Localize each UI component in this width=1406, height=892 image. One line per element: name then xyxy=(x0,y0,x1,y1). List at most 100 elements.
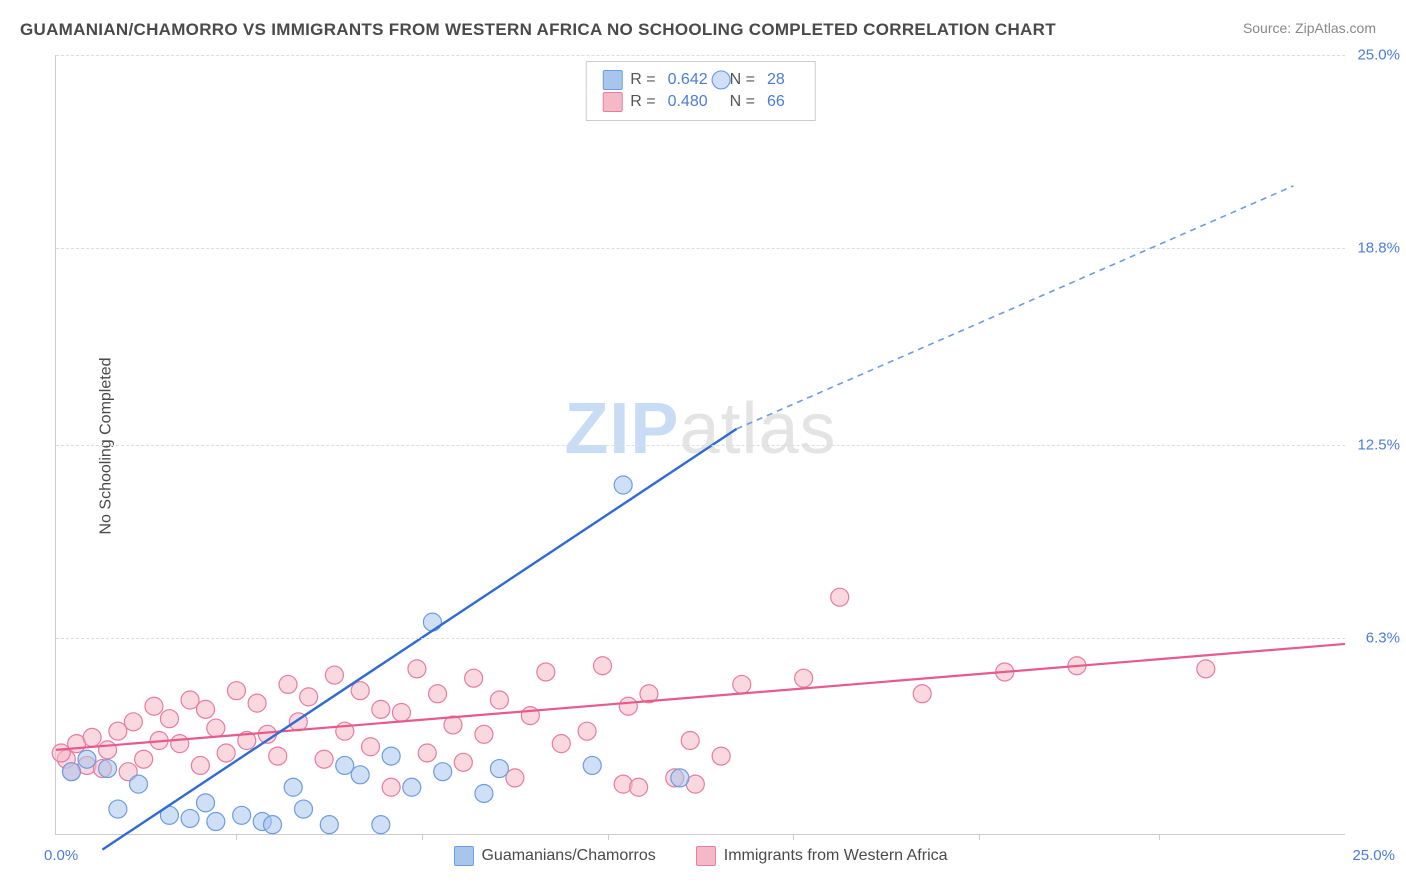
data-point xyxy=(207,719,225,737)
data-point xyxy=(362,738,380,756)
x-tick-mark xyxy=(979,834,980,840)
data-point xyxy=(630,778,648,796)
data-point xyxy=(145,697,163,715)
x-tick-mark xyxy=(236,834,237,840)
data-point xyxy=(429,685,447,703)
legend-item-b: Immigrants from Western Africa xyxy=(696,846,948,866)
data-point xyxy=(160,710,178,728)
data-point xyxy=(300,688,318,706)
data-point xyxy=(403,778,421,796)
data-point xyxy=(171,735,189,753)
data-point xyxy=(831,588,849,606)
data-point xyxy=(109,722,127,740)
data-point xyxy=(408,660,426,678)
data-point xyxy=(913,685,931,703)
trend-line xyxy=(737,186,1294,429)
data-point xyxy=(392,703,410,721)
trend-line xyxy=(56,644,1345,750)
data-point xyxy=(578,722,596,740)
data-point xyxy=(269,747,287,765)
data-point xyxy=(351,766,369,784)
data-point xyxy=(78,750,96,768)
y-tick-label: 12.5% xyxy=(1357,436,1400,453)
data-point xyxy=(109,800,127,818)
x-tick-mark xyxy=(793,834,794,840)
data-point xyxy=(712,747,730,765)
data-point xyxy=(284,778,302,796)
gridline xyxy=(56,638,1345,639)
y-tick-label: 18.8% xyxy=(1357,240,1400,257)
y-tick-label: 6.3% xyxy=(1366,629,1400,646)
data-point xyxy=(83,728,101,746)
data-point xyxy=(583,756,601,774)
data-point xyxy=(614,775,632,793)
x-tick-mark xyxy=(608,834,609,840)
plot-area: ZIPatlas R = 0.642 N = 28 R = 0.480 N = … xyxy=(55,55,1345,835)
data-point xyxy=(99,760,117,778)
data-point xyxy=(248,694,266,712)
data-point xyxy=(279,675,297,693)
data-point xyxy=(434,763,452,781)
series-legend: Guamanians/Chamorros Immigrants from Wes… xyxy=(453,846,947,866)
data-point xyxy=(594,657,612,675)
data-point xyxy=(537,663,555,681)
data-point xyxy=(336,756,354,774)
data-point xyxy=(129,775,147,793)
data-point xyxy=(372,700,390,718)
data-point xyxy=(382,778,400,796)
data-point xyxy=(614,476,632,494)
data-point xyxy=(197,700,215,718)
x-tick-mark xyxy=(422,834,423,840)
data-point xyxy=(217,744,235,762)
data-point xyxy=(135,750,153,768)
x-tick-mark xyxy=(1159,834,1160,840)
data-point xyxy=(320,816,338,834)
gridline xyxy=(56,55,1345,56)
swatch-a-bottom xyxy=(453,846,473,866)
data-point xyxy=(315,750,333,768)
data-point xyxy=(181,691,199,709)
data-point xyxy=(418,744,436,762)
data-point xyxy=(207,813,225,831)
data-point xyxy=(233,806,251,824)
data-point xyxy=(490,691,508,709)
data-point xyxy=(325,666,343,684)
data-point xyxy=(490,760,508,778)
data-point xyxy=(671,769,689,787)
data-point xyxy=(795,669,813,687)
data-point xyxy=(294,800,312,818)
data-point xyxy=(552,735,570,753)
gridline xyxy=(56,248,1345,249)
data-point xyxy=(712,71,730,89)
data-point xyxy=(197,794,215,812)
data-point xyxy=(1197,660,1215,678)
data-point xyxy=(227,682,245,700)
chart-title: GUAMANIAN/CHAMORRO VS IMMIGRANTS FROM WE… xyxy=(20,20,1056,40)
data-point xyxy=(619,697,637,715)
swatch-b-bottom xyxy=(696,846,716,866)
data-point xyxy=(191,756,209,774)
data-point xyxy=(264,816,282,834)
data-point xyxy=(181,809,199,827)
data-point xyxy=(372,816,390,834)
data-point xyxy=(423,613,441,631)
data-point xyxy=(351,682,369,700)
y-tick-label: 25.0% xyxy=(1357,47,1400,64)
data-point xyxy=(475,725,493,743)
data-point xyxy=(681,732,699,750)
legend-label-a: Guamanians/Chamorros xyxy=(481,847,655,865)
x-origin-label: 0.0% xyxy=(44,847,78,864)
data-point xyxy=(382,747,400,765)
legend-item-a: Guamanians/Chamorros xyxy=(453,846,655,866)
data-point xyxy=(465,669,483,687)
data-point xyxy=(454,753,472,771)
data-point xyxy=(62,763,80,781)
data-point xyxy=(506,769,524,787)
data-point xyxy=(52,744,70,762)
legend-label-b: Immigrants from Western Africa xyxy=(724,847,948,865)
gridline xyxy=(56,445,1345,446)
data-point xyxy=(475,784,493,802)
data-point xyxy=(733,675,751,693)
x-max-label: 25.0% xyxy=(1352,847,1395,864)
source-attribution: Source: ZipAtlas.com xyxy=(1243,20,1376,36)
